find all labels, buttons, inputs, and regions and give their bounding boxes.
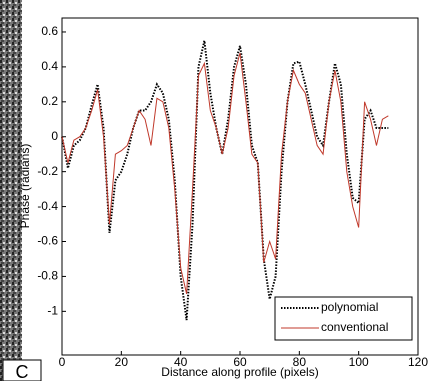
x-tick-label: 0 [59, 355, 66, 369]
x-tick-label: 120 [408, 355, 428, 369]
y-tick-label: -0.8 [37, 269, 58, 283]
legend-label: conventional [321, 320, 388, 334]
x-tick-label: 40 [174, 355, 188, 369]
y-tick-label: -0.6 [37, 234, 58, 248]
y-tick-label: 0.4 [41, 59, 58, 73]
y-tick-label: -0.2 [37, 164, 58, 178]
y-tick-label: 0.2 [41, 94, 58, 108]
y-axis-label: Phase (radians) [18, 144, 32, 229]
y-tick-label: 0.6 [41, 24, 58, 38]
x-tick-label: 80 [293, 355, 307, 369]
x-tick-label: 20 [115, 355, 129, 369]
y-tick-label: -1 [47, 304, 58, 318]
y-tick-label: 0 [51, 129, 58, 143]
legend-label: polynomial [321, 300, 378, 314]
y-tick-label: -0.4 [37, 199, 58, 213]
panel-label: C [16, 362, 29, 381]
x-tick-label: 100 [349, 355, 369, 369]
figure: C Distance along profile (pixels) Phase … [0, 0, 428, 381]
x-tick-label: 60 [233, 355, 247, 369]
